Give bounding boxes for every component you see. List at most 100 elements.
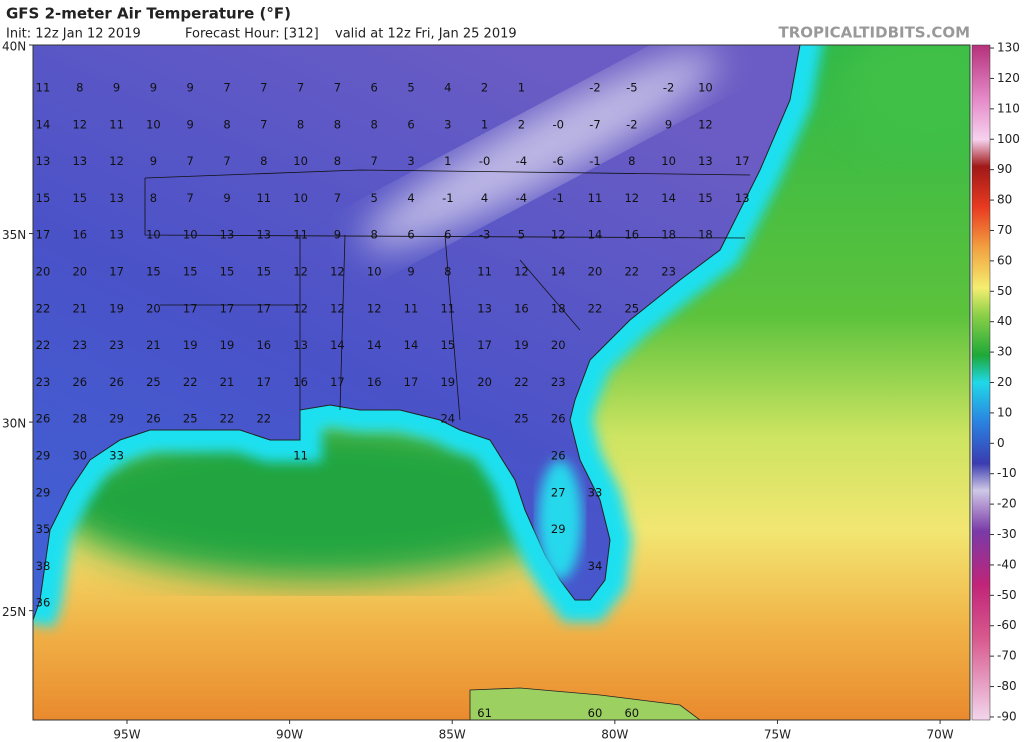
colorbar-label: -60: [997, 618, 1017, 632]
temperature-label: 19: [220, 338, 235, 352]
temperature-label: 9: [150, 154, 157, 168]
colorbar-label: -20: [997, 497, 1017, 511]
temperature-label: 18: [551, 301, 566, 315]
temperature-label: -4: [516, 154, 527, 168]
temperature-label: 10: [293, 191, 308, 205]
land: [33, 45, 801, 621]
temperature-label: 22: [624, 265, 639, 279]
temperature-label: 16: [514, 301, 529, 315]
title: GFS 2-meter Air Temperature (°F): [6, 5, 291, 23]
temperature-label: 7: [187, 191, 194, 205]
temperature-label: -0: [552, 117, 563, 131]
temperature-label: 11: [293, 228, 308, 242]
temperature-label: 22: [220, 412, 235, 426]
temperature-label: 15: [220, 265, 235, 279]
gulf-warm: [50, 420, 590, 580]
temperature-label: 12: [72, 117, 87, 131]
temperature-label: 6: [444, 228, 451, 242]
temperature-label: 25: [624, 301, 639, 315]
temperature-label: 12: [551, 228, 566, 242]
temperature-label: 7: [223, 154, 230, 168]
temperature-label: 10: [183, 228, 198, 242]
temperature-label: 13: [698, 154, 713, 168]
temperature-label: 14: [367, 338, 382, 352]
temperature-label: 6: [371, 81, 378, 95]
temperature-label: 14: [588, 228, 603, 242]
temperature-label: 9: [187, 81, 194, 95]
temperature-label: 12: [293, 301, 308, 315]
temperature-label: 21: [72, 301, 87, 315]
temperature-label: 3: [444, 117, 451, 131]
colorbar-label: 130: [997, 41, 1020, 55]
temperature-label: 8: [76, 81, 83, 95]
temperature-label: 12: [330, 265, 345, 279]
lat-label: 30N: [2, 417, 26, 431]
temperature-label: 8: [628, 154, 635, 168]
temperature-label: 7: [187, 154, 194, 168]
temperature-label: 15: [256, 265, 271, 279]
temperature-label: 36: [36, 596, 51, 610]
temperature-label: 13: [735, 191, 750, 205]
temperature-label: 25: [514, 412, 529, 426]
temperature-label: 10: [661, 154, 676, 168]
temperature-label: 5: [518, 228, 525, 242]
temperature-label: 23: [36, 375, 51, 389]
init-time: Init: 12z Jan 12 2019: [6, 27, 141, 42]
temperature-label: 11: [256, 191, 271, 205]
temperature-label: 15: [36, 191, 51, 205]
temperature-label: 8: [260, 154, 267, 168]
temperature-label: 18: [698, 228, 713, 242]
temperature-label: -1: [552, 191, 563, 205]
colorbar-label: -90: [997, 709, 1017, 723]
temperature-label: 1: [481, 117, 488, 131]
temperature-label: 12: [624, 191, 639, 205]
temperature-label: 1: [518, 81, 525, 95]
temperature-label: 22: [36, 301, 51, 315]
temperature-label: 13: [36, 154, 51, 168]
colorbar-label: 0: [997, 436, 1005, 450]
temperature-label: 8: [334, 154, 341, 168]
temperature-label: -2: [589, 81, 600, 95]
lon-label: 75W: [764, 728, 791, 742]
lat-label: 25N: [2, 605, 26, 619]
temperature-label: 28: [72, 412, 87, 426]
temperature-label: 11: [109, 117, 124, 131]
colorbar-label: 20: [997, 375, 1012, 389]
temperature-label: 17: [256, 301, 271, 315]
temperature-label: 9: [113, 81, 120, 95]
temperature-label: 14: [551, 265, 566, 279]
map-area: [33, 45, 970, 720]
temperature-label: 15: [698, 191, 713, 205]
cold-ridge: [362, 51, 718, 249]
lon-label: 70W: [927, 728, 954, 742]
temperature-label: -5: [626, 81, 637, 95]
temperature-label: 11: [404, 301, 419, 315]
temperature-label: 60: [588, 706, 603, 720]
lon-label: 90W: [276, 728, 303, 742]
temperature-label: 23: [72, 338, 87, 352]
temperature-label: -3: [479, 228, 490, 242]
temperature-label: 29: [109, 412, 124, 426]
temperature-label: 19: [440, 375, 455, 389]
temperature-label: 17: [735, 154, 750, 168]
temperature-label: 15: [72, 191, 87, 205]
colorbar-label: -80: [997, 679, 1017, 693]
temperature-label: 7: [371, 154, 378, 168]
lon-label: 80W: [601, 728, 628, 742]
colorbar-label: 10: [997, 405, 1012, 419]
temperature-label: 17: [183, 301, 198, 315]
watermark: TROPICALTIDBITS.COM: [779, 24, 971, 42]
temperature-label: 10: [698, 81, 713, 95]
cuba: [469, 687, 701, 720]
temperature-label: 7: [334, 191, 341, 205]
temperature-label: 14: [661, 191, 676, 205]
temperature-label: 22: [183, 375, 198, 389]
temperature-label: 19: [109, 301, 124, 315]
temperature-label: 26: [36, 412, 51, 426]
temperature-label: 34: [588, 559, 603, 573]
temperature-label: 13: [293, 338, 308, 352]
temperature-label: 7: [260, 117, 267, 131]
temperature-label: 9: [223, 191, 230, 205]
temperature-label: 22: [514, 375, 529, 389]
